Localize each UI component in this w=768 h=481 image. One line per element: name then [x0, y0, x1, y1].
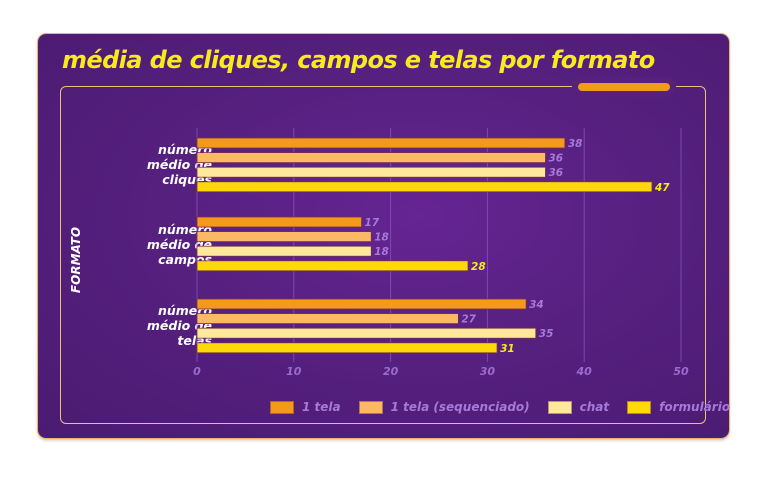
x-tick-label: 20 — [383, 365, 399, 378]
bar — [196, 313, 459, 325]
data-label: 18 — [374, 246, 389, 258]
data-label: 18 — [374, 232, 389, 244]
bar — [196, 342, 498, 354]
bar — [196, 298, 527, 310]
x-tick-label: 40 — [576, 365, 593, 378]
chart-card — [38, 34, 729, 438]
legend-swatch — [270, 400, 294, 414]
plot-frame — [60, 86, 706, 424]
legend-item-chat[interactable]: chat — [547, 400, 609, 414]
legend-item-1-tela-sequenciado[interactable]: 1 tela (sequenciado) — [358, 400, 530, 414]
x-tick-label: 50 — [673, 365, 689, 378]
x-tick-label: 10 — [286, 365, 302, 378]
bar — [196, 260, 469, 272]
data-label: 27 — [461, 314, 476, 326]
data-label: 36 — [548, 167, 563, 179]
data-label: 47 — [654, 182, 670, 194]
data-label: 38 — [568, 138, 583, 150]
bar — [196, 181, 653, 193]
x-tick-label: 0 — [193, 365, 201, 378]
data-label: 35 — [539, 328, 554, 340]
chart-title: média de cliques, campos e telas por for… — [62, 46, 655, 74]
bar — [196, 327, 537, 339]
data-label: 28 — [471, 261, 486, 273]
data-label: 36 — [548, 153, 563, 165]
legend-swatch — [358, 400, 383, 414]
legend-item-1-tela[interactable]: 1 tela — [270, 400, 341, 414]
legend-item-formulario[interactable]: formulário — [627, 400, 730, 414]
decorative-tab — [578, 83, 670, 91]
bar — [196, 137, 566, 149]
data-label: 34 — [529, 299, 544, 311]
data-label: 17 — [365, 217, 380, 229]
data-label: 31 — [500, 343, 515, 355]
legend: 1 tela 1 tela (sequenciado) chat formulá… — [270, 400, 748, 414]
bar — [196, 231, 372, 243]
legend-swatch — [627, 400, 652, 414]
x-tick-label: 30 — [480, 365, 496, 378]
legend-swatch — [547, 400, 572, 414]
bar — [196, 245, 372, 257]
bar — [196, 166, 546, 178]
bar — [196, 216, 362, 228]
bar — [196, 152, 546, 164]
